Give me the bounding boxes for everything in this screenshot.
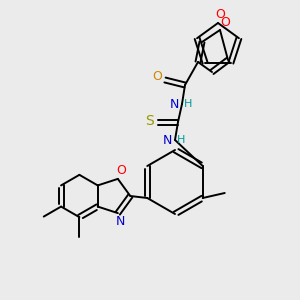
- Text: O: O: [215, 8, 225, 22]
- Text: N: N: [116, 214, 125, 228]
- Text: N: N: [169, 98, 179, 110]
- Text: O: O: [116, 164, 126, 177]
- Text: H: H: [184, 99, 192, 109]
- Text: S: S: [146, 114, 154, 128]
- Text: N: N: [162, 134, 172, 146]
- Text: H: H: [177, 135, 185, 145]
- Text: O: O: [152, 70, 162, 83]
- Text: O: O: [220, 16, 230, 29]
